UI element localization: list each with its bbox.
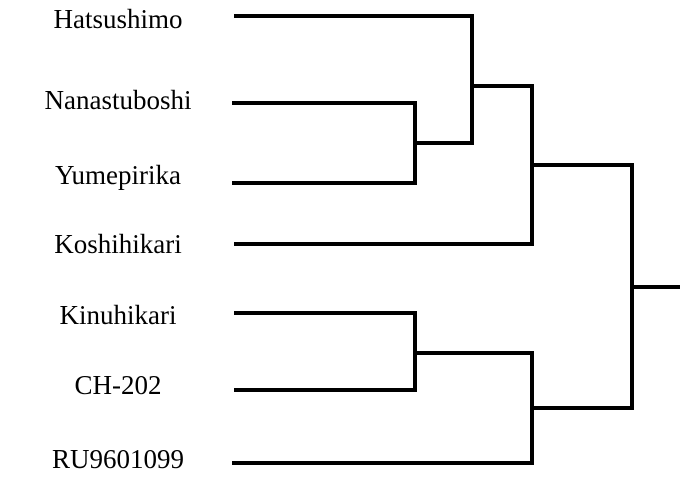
branches (232, 14, 680, 465)
leaf-label: Yumepirika (55, 160, 181, 190)
leaf-label: Koshihikari (54, 229, 182, 259)
leaf-label: Kinuhikari (60, 300, 177, 330)
leaf-label: RU9601099 (52, 444, 184, 474)
branch (234, 311, 417, 392)
labels: Hatsushimo Nanastuboshi Yumepirika Koshi… (45, 4, 192, 474)
branch (232, 351, 534, 465)
branch (234, 84, 534, 246)
branch (530, 163, 634, 410)
leaf-label: Hatsushimo (53, 4, 182, 34)
leaf-label: CH-202 (75, 370, 162, 400)
branch (234, 14, 474, 145)
branch (232, 101, 417, 185)
leaf-label: Nanastuboshi (45, 85, 192, 115)
